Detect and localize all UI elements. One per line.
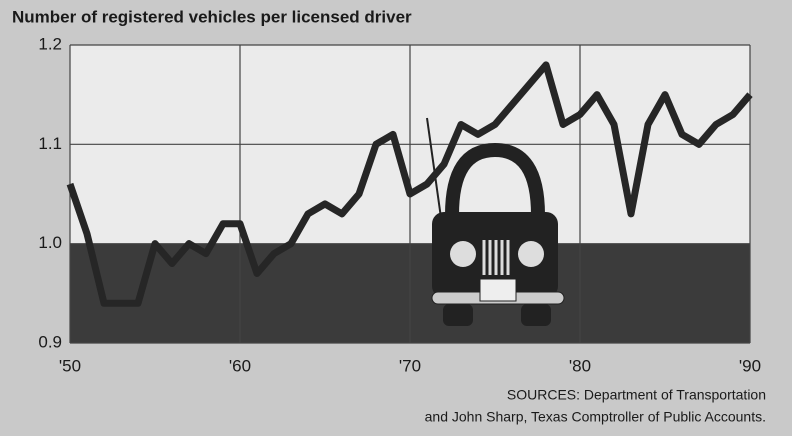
- headlight: [518, 241, 544, 267]
- source-note: SOURCES: Department of Transportation: [507, 387, 766, 403]
- wheel: [443, 304, 473, 326]
- headlight: [450, 241, 476, 267]
- source-note: and John Sharp, Texas Comptroller of Pub…: [425, 409, 766, 425]
- y-tick-label: 1.1: [38, 134, 62, 153]
- y-tick-label: 0.9: [38, 332, 62, 351]
- x-tick-label: '80: [569, 356, 591, 375]
- x-tick-label: '50: [59, 356, 81, 375]
- plot-area: 0.9 1.0 1.1 1.2 '50 '60 '70 '80 '90: [38, 34, 761, 375]
- x-tick-label: '60: [229, 356, 251, 375]
- x-tick-label: '90: [739, 356, 761, 375]
- chart: Number of registered vehicles per licens…: [0, 0, 792, 436]
- wheel: [521, 304, 551, 326]
- x-tick-label: '70: [399, 356, 421, 375]
- y-tick-label: 1.0: [38, 233, 62, 252]
- chart-title: Number of registered vehicles per licens…: [12, 7, 412, 26]
- license-plate: [480, 279, 516, 301]
- y-tick-label: 1.2: [38, 34, 62, 53]
